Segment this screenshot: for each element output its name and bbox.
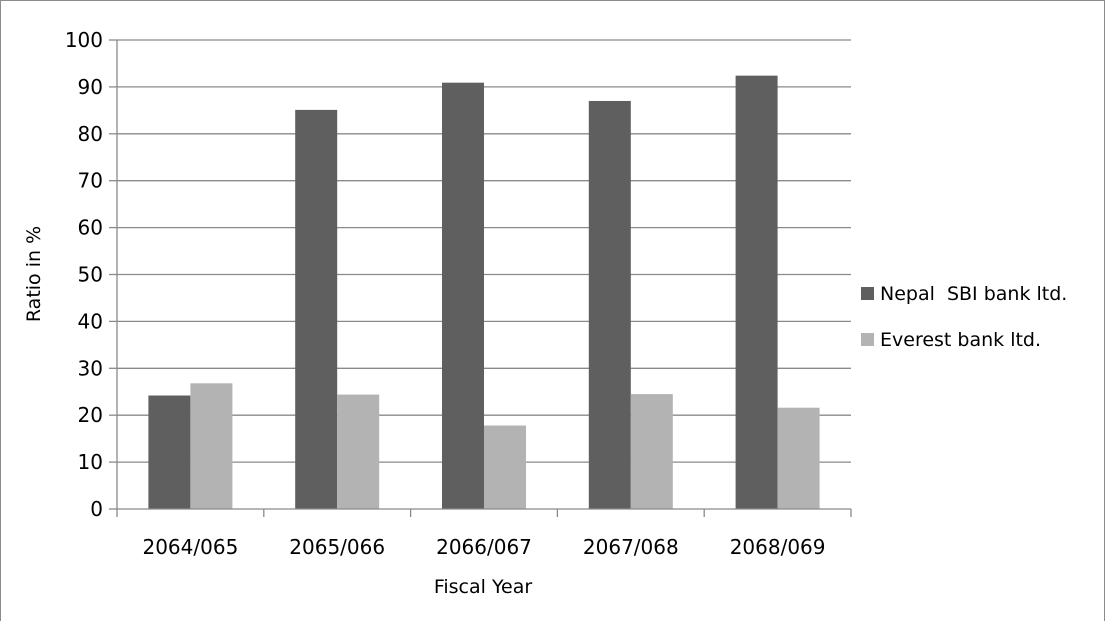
y-tick-label: 70 <box>78 169 103 193</box>
bar-nepal-sbi-2067-068 <box>588 100 631 509</box>
y-axis-title: Ratio in % <box>23 226 45 322</box>
bar-nepal-sbi-2068-069 <box>735 75 778 510</box>
bar-everest-2064-065 <box>190 383 233 509</box>
y-tick-label: 60 <box>78 216 103 240</box>
y-tick-label: 40 <box>78 309 103 333</box>
bar-everest-2068-069 <box>777 407 820 509</box>
bar-everest-2065-066 <box>337 394 380 509</box>
legend-swatch <box>861 287 874 300</box>
legend-swatch <box>861 333 874 346</box>
y-tick-labels: 0 10 20 30 40 50 60 70 80 90 100 <box>65 28 103 521</box>
bars <box>148 75 820 510</box>
bar-nepal-sbi-2066-067 <box>442 82 484 509</box>
bar-nepal-sbi-2065-066 <box>295 109 338 510</box>
x-tick-label: 2066/067 <box>436 535 532 559</box>
x-tick-label: 2067/068 <box>583 535 679 559</box>
x-tick-label: 2068/069 <box>730 535 826 559</box>
legend: Nepal SBI bank ltd. Everest bank ltd. <box>861 283 1067 351</box>
y-tick-label: 80 <box>78 122 103 146</box>
bar-everest-2066-067 <box>484 425 526 509</box>
x-tick-labels: 2064/065 2065/066 2066/067 2067/068 2068/069 <box>142 535 825 559</box>
y-tick-label: 30 <box>78 356 103 380</box>
y-tick-label: 100 <box>65 28 103 52</box>
legend-label: Nepal SBI bank ltd. <box>880 283 1067 305</box>
bar-nepal-sbi-2064-065 <box>148 395 191 509</box>
x-tick-label: 2065/066 <box>289 535 385 559</box>
legend-label: Everest bank ltd. <box>880 329 1041 351</box>
axes <box>116 40 852 517</box>
y-tick-label: 20 <box>78 403 103 427</box>
x-axis-title: Fiscal Year <box>434 576 533 598</box>
y-tick-label: 10 <box>78 450 103 474</box>
x-tick-label: 2064/065 <box>142 535 238 559</box>
y-tick-label: 90 <box>78 75 103 99</box>
y-tick-label: 50 <box>78 263 103 287</box>
bar-everest-2067-068 <box>630 394 673 509</box>
y-tick-label: 0 <box>90 497 103 521</box>
